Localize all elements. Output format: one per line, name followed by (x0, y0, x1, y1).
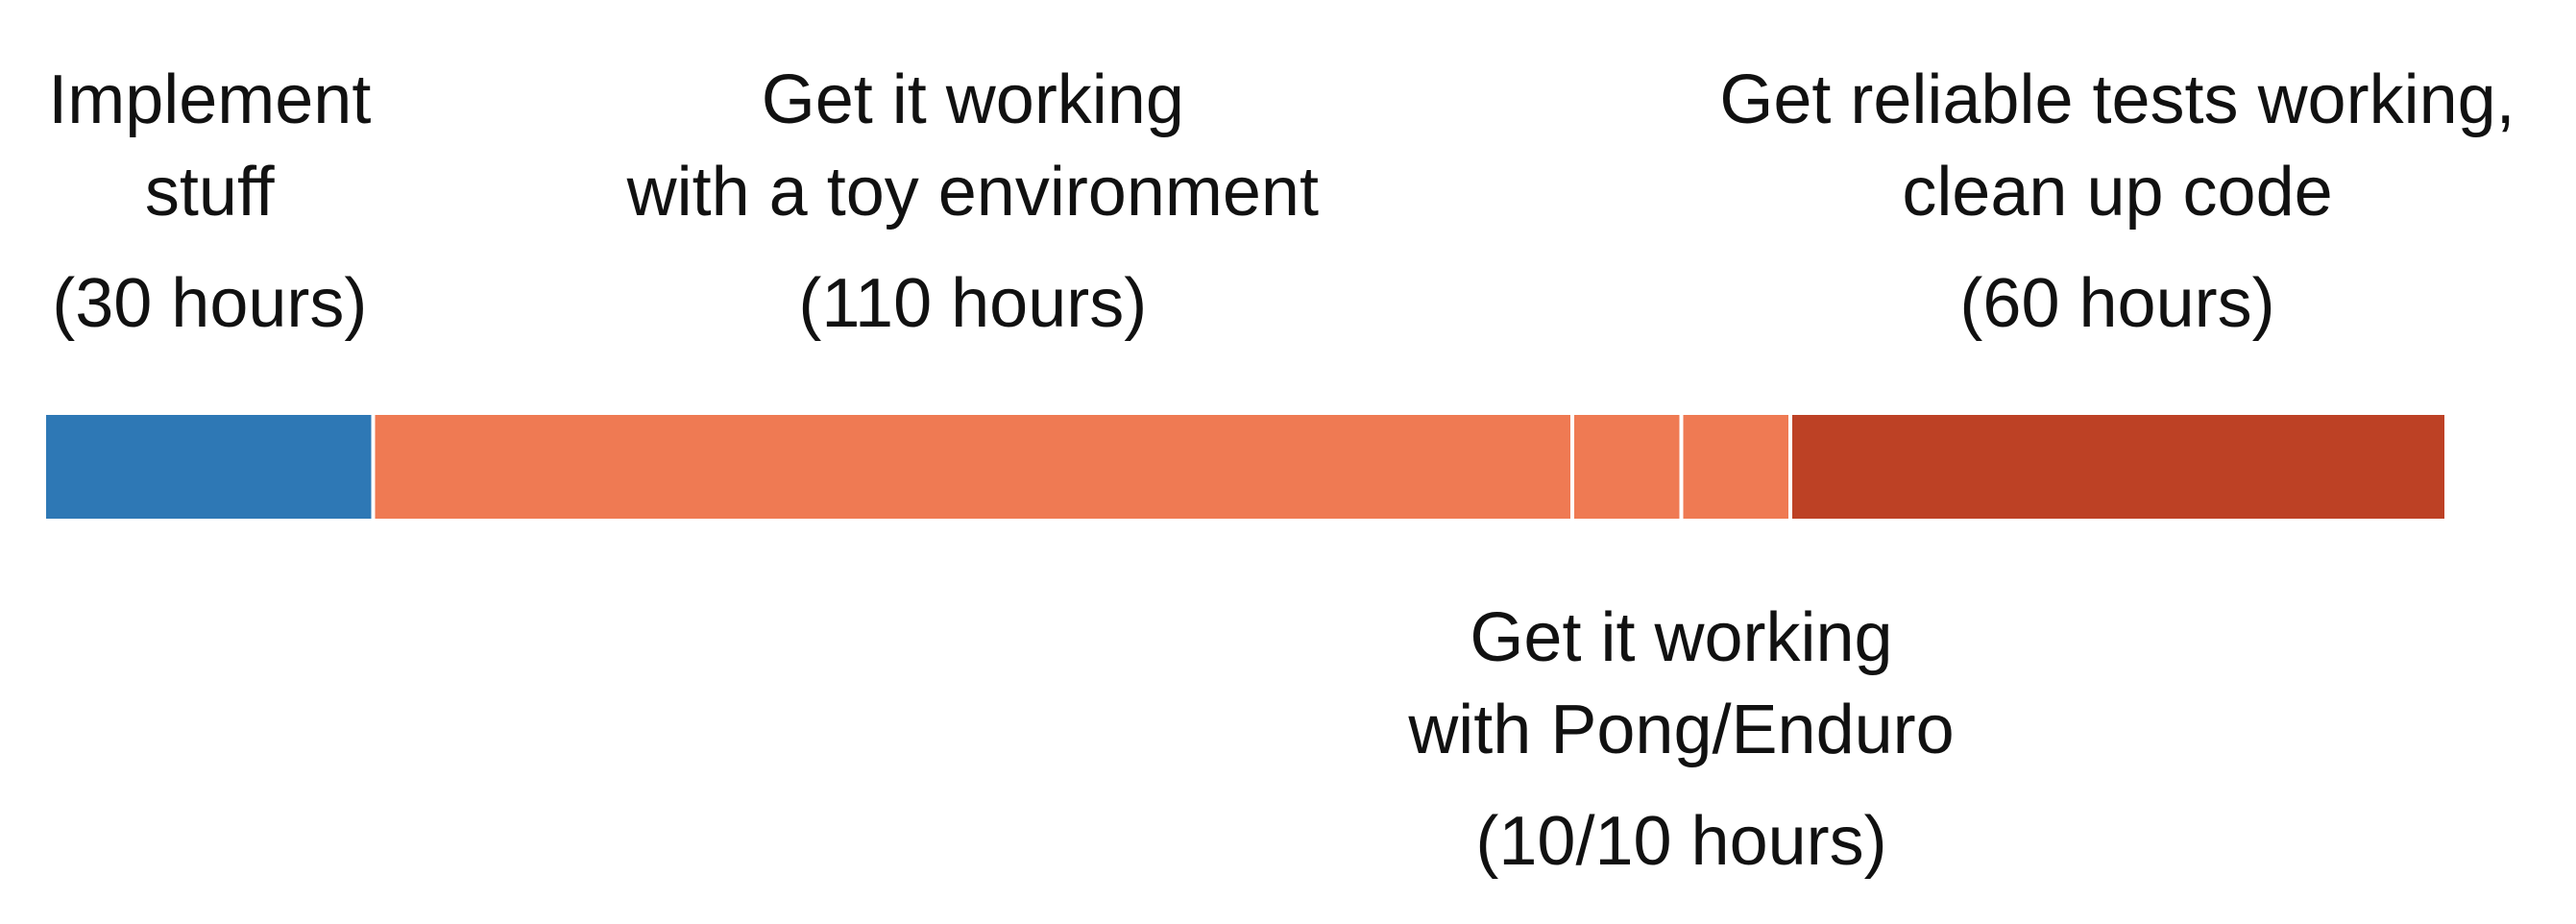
bar-segment (1574, 415, 1680, 519)
bar-segment (1683, 415, 1788, 519)
annotation-hours: (110 hours) (798, 265, 1147, 342)
timeline-labels: Implement stuff (30 hours) Get it working wi… (48, 61, 2515, 880)
annotation-label: Implement (48, 61, 371, 138)
annotation-label: Get it working (762, 61, 1184, 138)
annotation-label: clean up code (1902, 154, 2332, 231)
annotation-label: Get reliable tests working, (1719, 61, 2515, 138)
annotation-hours: (60 hours) (1959, 265, 2274, 342)
annotation-label: with a toy environment (626, 154, 1319, 231)
annotation-label: with Pong/Enduro (1407, 692, 1954, 768)
bar-segment (375, 415, 1570, 519)
annotation-label: stuff (145, 154, 276, 231)
annotation-hours: (10/10 hours) (1475, 803, 1886, 880)
annotation-hours: (30 hours) (52, 265, 367, 342)
annotation-label: Get it working (1470, 599, 1892, 676)
timeline-bar (46, 415, 2444, 519)
bar-segment (46, 415, 372, 519)
bar-segment (1792, 415, 2444, 519)
